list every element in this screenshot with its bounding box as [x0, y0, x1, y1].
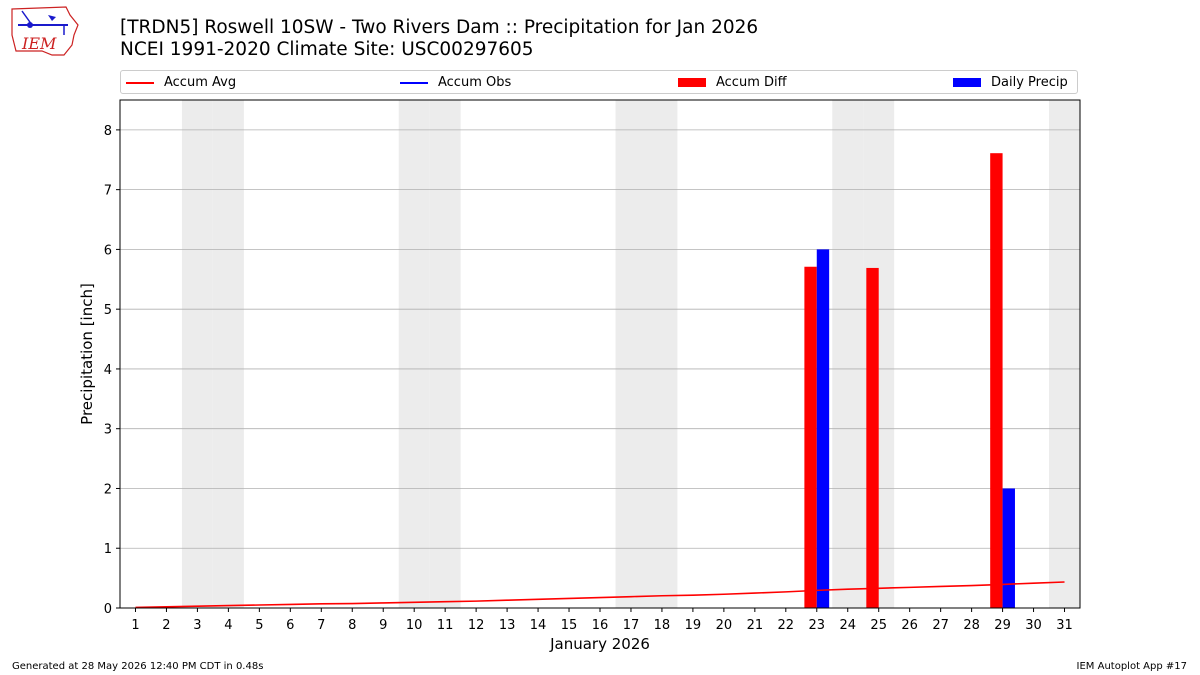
legend-item-accum-obs: Accum Obs: [400, 74, 511, 91]
y-tick-label: 5: [104, 303, 112, 318]
x-tick-label: 22: [778, 618, 795, 633]
legend-swatch-daily-precip: [953, 78, 981, 87]
y-tick-label: 7: [104, 184, 112, 199]
x-tick-label: 26: [901, 618, 918, 633]
x-tick-label: 1: [131, 618, 139, 633]
y-tick-label: 4: [104, 363, 112, 378]
bar-accum-diff: [990, 153, 1003, 608]
y-axis-label: Precipitation [inch]: [78, 283, 96, 425]
x-tick-label: 4: [224, 618, 232, 633]
x-tick-label: 17: [623, 618, 640, 633]
x-tick-label: 6: [286, 618, 294, 633]
x-tick-label: 23: [809, 618, 826, 633]
legend-label-daily-precip: Daily Precip: [991, 75, 1068, 90]
x-tick-label: 9: [379, 618, 387, 633]
x-tick-label: 15: [561, 618, 578, 633]
x-tick-label: 7: [317, 618, 325, 633]
y-tick-label: 8: [104, 124, 112, 139]
legend: Accum Avg Accum Obs Accum Diff Daily Pre…: [120, 70, 1078, 94]
x-tick-label: 31: [1056, 618, 1073, 633]
legend-swatch-accum-obs: [400, 81, 428, 84]
x-tick-label: 11: [437, 618, 454, 633]
weekend-band: [181, 100, 213, 608]
footer-app: IEM Autoplot App #17: [1076, 661, 1187, 672]
x-tick-label: 28: [963, 618, 980, 633]
x-tick-label: 12: [468, 618, 485, 633]
x-tick-label: 27: [932, 618, 949, 633]
legend-label-accum-diff: Accum Diff: [716, 75, 787, 90]
title-line-2: NCEI 1991-2020 Climate Site: USC00297605: [120, 39, 534, 60]
x-tick-label: 25: [870, 618, 887, 633]
x-tick-label: 19: [685, 618, 702, 633]
legend-swatch-accum-avg: [126, 81, 154, 84]
y-tick-label: 6: [104, 243, 112, 258]
weekend-band: [832, 100, 864, 608]
weekend-band: [646, 100, 678, 608]
bar-accum-diff: [804, 266, 817, 608]
x-tick-label: 3: [193, 618, 201, 633]
x-tick-label: 14: [530, 618, 547, 633]
x-tick-label: 16: [592, 618, 609, 633]
x-tick-label: 8: [348, 618, 356, 633]
x-tick-label: 5: [255, 618, 263, 633]
chart-title: [TRDN5] Roswell 10SW - Two Rivers Dam ::…: [120, 17, 758, 61]
iem-logo: IEM: [8, 5, 82, 59]
x-tick-label: 10: [406, 618, 423, 633]
legend-item-daily-precip: Daily Precip: [953, 74, 1068, 91]
plot-frame: [119, 99, 1081, 609]
x-tick-label: 20: [716, 618, 733, 633]
legend-item-accum-avg: Accum Avg: [126, 74, 236, 91]
y-tick-label: 2: [104, 482, 112, 497]
bar-daily-precip: [816, 249, 830, 609]
x-tick-label: 18: [654, 618, 671, 633]
x-axis-label: January 2026: [549, 635, 650, 653]
logo-text: IEM: [21, 34, 57, 53]
x-tick-label: 24: [839, 618, 856, 633]
legend-label-accum-obs: Accum Obs: [438, 75, 512, 90]
weekend-band: [212, 100, 244, 608]
weekend-band: [615, 100, 647, 608]
legend-label-accum-avg: Accum Avg: [164, 75, 237, 90]
bar-accum-diff: [866, 267, 879, 608]
weekend-band: [429, 100, 461, 608]
y-tick-label: 0: [104, 602, 112, 617]
x-tick-label: 2: [162, 618, 170, 633]
weekend-band: [1049, 100, 1080, 608]
x-tick-label: 30: [1025, 618, 1042, 633]
line-accum-avg: [135, 581, 1065, 609]
y-tick-label: 1: [104, 542, 112, 557]
legend-swatch-accum-diff: [678, 78, 706, 87]
legend-item-accum-diff: Accum Diff: [678, 74, 787, 91]
bar-daily-precip: [1002, 488, 1015, 608]
y-tick-label: 3: [104, 423, 112, 438]
weekend-band: [398, 100, 430, 608]
title-line-1: [TRDN5] Roswell 10SW - Two Rivers Dam ::…: [120, 17, 759, 38]
footer-generated: Generated at 28 May 2026 12:40 PM CDT in…: [12, 661, 264, 672]
x-tick-label: 29: [994, 618, 1011, 633]
x-tick-label: 13: [499, 618, 516, 633]
x-tick-label: 21: [747, 618, 764, 633]
